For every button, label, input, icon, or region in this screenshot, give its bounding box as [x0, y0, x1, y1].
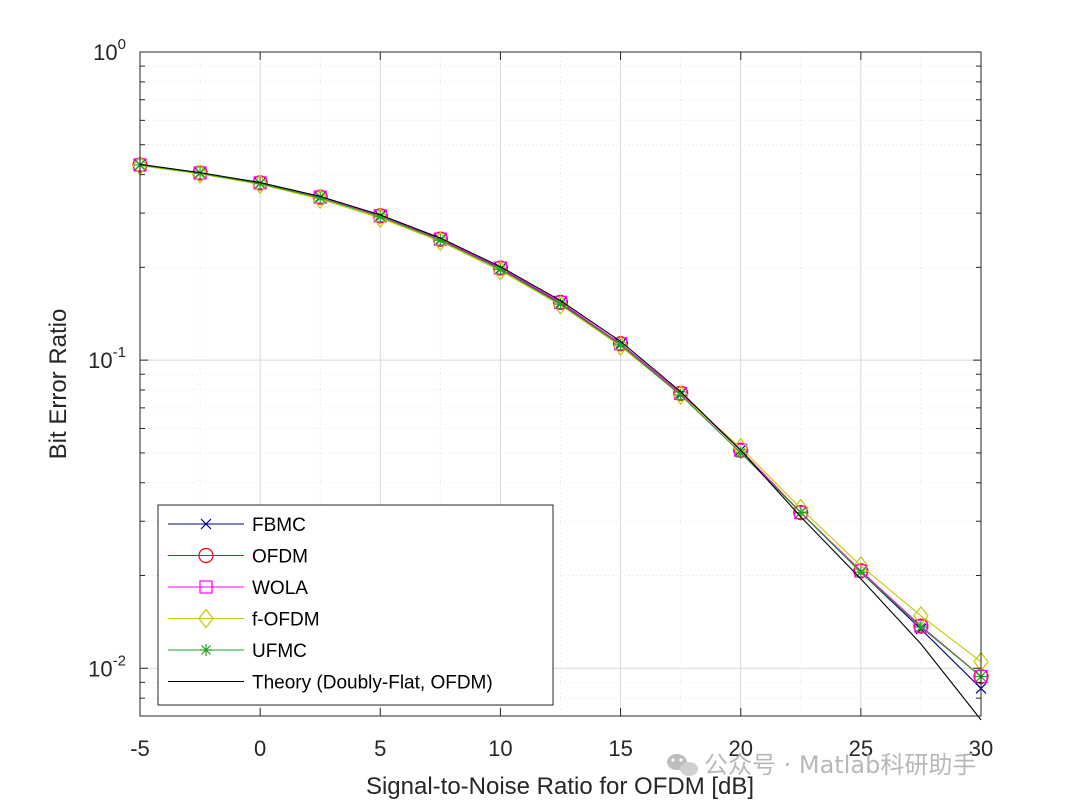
data-point [254, 177, 267, 190]
series-layer [132, 155, 989, 721]
data-point [914, 621, 927, 634]
tick-marks [139, 51, 982, 717]
legend-item: FBMC [168, 515, 306, 536]
x-tick-label: 0 [254, 736, 266, 761]
data-point [200, 644, 212, 656]
data-point [374, 210, 387, 223]
data-point [314, 191, 327, 204]
data-point [312, 189, 328, 210]
data-point [194, 167, 207, 180]
y-tick-label: 10-1 [88, 344, 126, 373]
legend-item: WOLA [168, 578, 308, 599]
wechat-icon [667, 754, 698, 776]
legend: FBMC OFDM WOLA f-OFDM UFMC Theory (Doubly-Fla… [157, 504, 554, 706]
x-tick-label: 20 [728, 736, 752, 761]
legend-label: UFMC [252, 641, 307, 662]
data-point [854, 566, 867, 579]
y-axis-label: Bit Error Ratio [45, 309, 72, 460]
x-tick-label: 30 [969, 736, 993, 761]
legend-item: f-OFDM [168, 608, 320, 631]
legend-label: Theory (Doubly-Flat, OFDM) [252, 673, 493, 694]
y-tick-labels: 100 10-1 10-2 [88, 36, 126, 681]
watermark: 公众号 · Matlab科研助手 [667, 751, 976, 779]
data-point [434, 234, 447, 247]
series-theory-doubly-flat-ofdm [139, 163, 982, 721]
data-point [612, 336, 629, 357]
data-point [494, 263, 507, 276]
watermark-text: 公众号 · Matlab科研助手 [704, 751, 976, 779]
x-tick-label: 10 [488, 736, 512, 761]
x-tick-label: -5 [130, 736, 150, 761]
data-point [554, 298, 567, 311]
x-tick-label: 5 [374, 736, 386, 761]
x-tick-label: 25 [849, 736, 873, 761]
data-point [793, 505, 809, 521]
data-point [492, 260, 509, 281]
data-point [198, 547, 214, 564]
series-line [139, 163, 982, 721]
legend-box [157, 504, 554, 706]
legend-label: f-OFDM [252, 610, 320, 631]
grid [139, 51, 982, 717]
legend-label: FBMC [252, 515, 306, 536]
legend-item: OFDM [168, 547, 308, 568]
data-point [672, 385, 689, 406]
y-tick-label: 10-2 [88, 652, 126, 681]
data-point [794, 506, 807, 519]
axes-box [139, 51, 982, 717]
legend-label: OFDM [252, 547, 308, 568]
y-tick-label: 100 [93, 36, 126, 65]
data-point [192, 163, 208, 184]
data-point [734, 446, 747, 459]
legend-label: WOLA [252, 578, 308, 599]
legend-item: UFMC [168, 641, 307, 662]
data-point [614, 338, 627, 351]
data-point [198, 608, 214, 629]
data-point [674, 389, 687, 402]
data-point [200, 518, 212, 530]
data-point [913, 618, 929, 634]
x-axis-label: Signal-to-Noise Ratio for OFDM [dB] [366, 773, 754, 800]
series-ufmc [134, 158, 987, 683]
legend-item: Theory (Doubly-Flat, OFDM) [168, 673, 493, 694]
x-tick-labels: -5 0 5 10 15 20 25 30 [130, 736, 993, 761]
x-tick-label: 15 [608, 736, 632, 761]
data-point [199, 580, 213, 594]
